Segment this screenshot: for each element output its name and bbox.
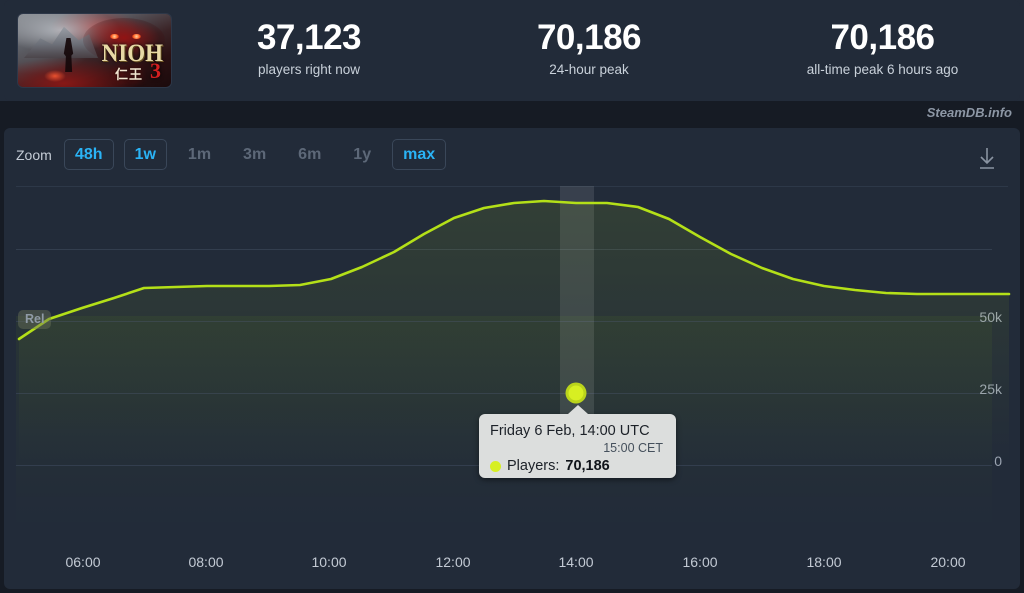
plot-area: 50k 25k 0 Rel F: [4, 186, 1020, 589]
game-logo-text: NIOH: [101, 38, 163, 67]
range-button-1y[interactable]: 1y: [353, 146, 372, 163]
stat-label: 24-hour peak: [549, 62, 629, 77]
range-button-48h[interactable]: 48h: [64, 139, 114, 170]
range-selector-row: Zoom 48h 1w 1m 3m 6m 1y max: [4, 128, 1020, 186]
range-button-1m[interactable]: 1m: [187, 146, 212, 163]
tooltip-subtitle: 15:00 CET: [603, 441, 663, 455]
game-logo-kanji: 仁王: [114, 68, 143, 83]
stat-value: 70,186: [536, 18, 642, 57]
capsule-ember-glow: [44, 70, 66, 82]
chart-panel: Zoom 48h 1w 1m 3m 6m 1y max: [4, 128, 1020, 589]
chart-tooltip: Friday 6 Feb, 14:00 UTC 15:00 CET Player…: [479, 405, 676, 478]
x-axis-label-1800: 18:00: [806, 554, 842, 570]
x-axis-label-2000: 20:00: [930, 554, 966, 570]
panel-divider: [16, 186, 1008, 187]
tooltip-series-dot-icon: [490, 460, 501, 472]
game-capsule-image[interactable]: NIOH 仁王 3: [18, 14, 171, 87]
players-line-path: [17, 199, 1011, 341]
stat-value: 37,123: [256, 18, 362, 57]
x-axis-label-0800: 08:00: [188, 554, 224, 570]
x-axis-label-1200: 12:00: [435, 554, 471, 570]
capsule-demon-mask: [83, 18, 165, 62]
range-button-1w[interactable]: 1w: [123, 139, 167, 170]
players-area-path: [19, 201, 1009, 465]
stat-all-time-peak: 70,186 all-time peak 6 hours ago: [750, 17, 1015, 79]
range-button-max[interactable]: max: [392, 139, 447, 170]
release-marker-flag[interactable]: Rel: [18, 310, 52, 329]
tooltip-title: Friday 6 Feb, 14:00 UTC: [490, 423, 650, 439]
x-axis-label-0600: 06:00: [65, 554, 101, 570]
zoom-label: Zoom: [16, 147, 52, 163]
capsule-demon-eye-left: [110, 34, 119, 39]
x-axis-label-1000: 10:00: [311, 554, 347, 570]
capsule-demon-eye-right: [132, 34, 141, 39]
stat-players-right-now: 37,123 players right now: [190, 17, 428, 79]
range-button-6m[interactable]: 6m: [298, 146, 322, 163]
tooltip-series-key: Players:: [507, 458, 560, 474]
brand-bar: SteamDB.info: [0, 101, 1024, 128]
stats-header: NIOH 仁王 3 37,123 players right now 70,18…: [0, 0, 1024, 101]
game-logo-number: 3: [150, 58, 161, 83]
range-button-3m[interactable]: 3m: [243, 146, 267, 163]
tooltip-series-row: Players: 70,186: [490, 458, 665, 474]
x-axis-label-1600: 16:00: [682, 554, 718, 570]
tooltip-series-value: 70,186: [565, 458, 610, 474]
hovered-point-marker: [565, 382, 587, 404]
steamdb-brand-label: SteamDB.info: [926, 105, 1012, 120]
stat-24-hour-peak: 70,186 24-hour peak: [470, 17, 708, 79]
players-series-svg: [17, 199, 1011, 465]
download-icon[interactable]: [972, 143, 1002, 173]
stats-header-panel: NIOH 仁王 3 37,123 players right now 70,18…: [4, 0, 1020, 101]
stat-value: 70,186: [830, 18, 935, 57]
range-buttons: 48h 1w 1m 3m 6m 1y max: [64, 139, 447, 170]
capsule-samurai-silhouette: [63, 38, 74, 72]
stat-label: all-time peak 6 hours ago: [806, 62, 959, 77]
stat-label: players right now: [257, 62, 361, 77]
x-axis-label-1400: 14:00: [558, 554, 594, 570]
